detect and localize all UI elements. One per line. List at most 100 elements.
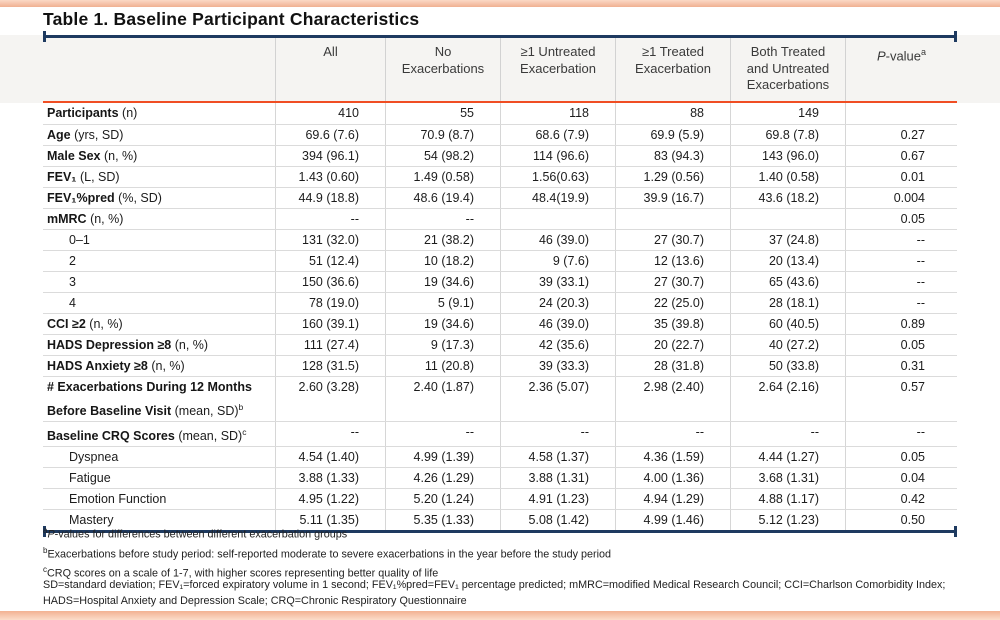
top-accent-band [0, 0, 1000, 7]
cell: 20 (13.4) [730, 250, 845, 271]
row-label: Emotion Function [69, 491, 167, 506]
column-header-untreated-exacerbation: ≥1 Untreated Exacerbation [500, 38, 615, 101]
cell: 3.88 (1.33) [275, 467, 385, 488]
cell: 0.89 [845, 313, 957, 334]
footnote-b: bExacerbations before study period: self… [43, 543, 611, 563]
cell: 1.56(0.63) [500, 166, 615, 187]
cell: 70.9 (8.7) [385, 124, 500, 145]
row-label: HADS Anxiety ≥8 (n, %) [47, 358, 185, 373]
cell [615, 208, 730, 229]
cell: 4.99 (1.39) [385, 446, 500, 467]
cell: -- [615, 421, 730, 446]
cell: 10 (18.2) [385, 250, 500, 271]
top-rule [43, 31, 957, 42]
cell: 4.54 (1.40) [275, 446, 385, 467]
cell: 39.9 (16.7) [615, 187, 730, 208]
cell: 48.4(19.9) [500, 187, 615, 208]
cell: 160 (39.1) [275, 313, 385, 334]
table-row: 2 51 (12.4) 10 (18.2) 9 (7.6) 12 (13.6) 20 (1… [43, 249, 957, 271]
row-label: Participants (n) [47, 106, 138, 120]
table-header-row: All No Exacerbations ≥1 Untreated Exacerbati… [43, 38, 957, 101]
cell: 1.49 (0.58) [385, 166, 500, 187]
cell: 37 (24.8) [730, 229, 845, 250]
cell [845, 103, 957, 124]
column-header-p-value: P-valuea [845, 38, 957, 101]
cell: 78 (19.0) [275, 292, 385, 313]
cell: 54 (98.2) [385, 145, 500, 166]
cell: 0.004 [845, 187, 957, 208]
cell: 3.88 (1.31) [500, 467, 615, 488]
cell: 69.8 (7.8) [730, 124, 845, 145]
table-row: Mastery 5.11 (1.35) 5.35 (1.33) 5.08 (1.42)… [43, 508, 957, 530]
footnote-c: cCRQ scores on a scale of 1-7, with high… [43, 562, 611, 582]
cell: 5.11 (1.35) [275, 509, 385, 530]
row-label: Dyspnea [69, 449, 119, 464]
cell: 4.58 (1.37) [500, 446, 615, 467]
cell: 83 (94.3) [615, 145, 730, 166]
cell: 2.64 (2.16) [730, 376, 845, 421]
cell: 410 [275, 103, 385, 124]
cell: 27 (30.7) [615, 271, 730, 292]
table-row: Participants (n) 410 55 118 88 149 [43, 103, 957, 124]
cell: -- [275, 208, 385, 229]
table-row: # Exacerbations During 12 Months Before B… [43, 375, 957, 421]
cell: 43.6 (18.2) [730, 187, 845, 208]
cell: 131 (32.0) [275, 229, 385, 250]
cell: 50 (33.8) [730, 355, 845, 376]
row-label: mMRC (n, %) [47, 211, 124, 226]
table-row: HADS Anxiety ≥8 (n, %) 128 (31.5) 11 (20.8… [43, 354, 957, 376]
table-row: Dyspnea 4.54 (1.40) 4.99 (1.39) 4.58 (1.37)… [43, 445, 957, 467]
table-body: Participants (n) 410 55 118 88 149 Age (yrs, S… [43, 103, 957, 530]
table-row: 4 78 (19.0) 5 (9.1) 24 (20.3) 22 (25.0) 28 (1… [43, 291, 957, 313]
table-row: Fatigue 3.88 (1.33) 4.26 (1.29) 3.88 (1.31)… [43, 466, 957, 488]
cell: 68.6 (7.9) [500, 124, 615, 145]
footnote-text: Exacerbations before study period: self-… [47, 548, 612, 561]
cell: 60 (40.5) [730, 313, 845, 334]
cell: 1.40 (0.58) [730, 166, 845, 187]
cell: 5.08 (1.42) [500, 509, 615, 530]
cell: 55 [385, 103, 500, 124]
cell: 0.04 [845, 467, 957, 488]
table-title: Table 1. Baseline Participant Characteri… [43, 9, 420, 29]
cell: 0.05 [845, 334, 957, 355]
cell: -- [275, 421, 385, 446]
cell: -- [845, 271, 957, 292]
cell: -- [845, 421, 957, 446]
footnotes: aP-values for differences between differ… [43, 523, 611, 582]
cell: 1.29 (0.56) [615, 166, 730, 187]
cell: 65 (43.6) [730, 271, 845, 292]
header-separator-rule [43, 101, 957, 103]
footnote-marker: b [43, 545, 48, 555]
row-label: Mastery [69, 512, 114, 527]
cell: 51 (12.4) [275, 250, 385, 271]
footnote-marker: a [43, 526, 48, 535]
row-label: 0–1 [69, 232, 90, 247]
cell: 114 (96.6) [500, 145, 615, 166]
cell: 0.27 [845, 124, 957, 145]
cell: 42 (35.6) [500, 334, 615, 355]
cell: 27 (30.7) [615, 229, 730, 250]
row-label: CCI ≥2 (n, %) [47, 316, 123, 331]
footnote-text: -values for differences between differen… [54, 528, 348, 541]
cell: 46 (39.0) [500, 229, 615, 250]
table-row: 0–1 131 (32.0) 21 (38.2) 46 (39.0) 27 (30.7)… [43, 228, 957, 250]
cell: 5.20 (1.24) [385, 488, 500, 509]
cell: 9 (17.3) [385, 334, 500, 355]
cell: 21 (38.2) [385, 229, 500, 250]
table-row: FEV₁ (L, SD) 1.43 (0.60) 1.49 (0.58) 1.56(0… [43, 165, 957, 187]
cell: 19 (34.6) [385, 313, 500, 334]
row-label: 2 [69, 253, 76, 268]
cell: 128 (31.5) [275, 355, 385, 376]
cell [730, 208, 845, 229]
cell: 118 [500, 103, 615, 124]
cell: 0.42 [845, 488, 957, 509]
cell: 1.43 (0.60) [275, 166, 385, 187]
table-row: Emotion Function 4.95 (1.22) 5.20 (1.24) 4.… [43, 487, 957, 509]
cell: 39 (33.3) [500, 355, 615, 376]
cell: 12 (13.6) [615, 250, 730, 271]
cell: 3.68 (1.31) [730, 467, 845, 488]
cell: 19 (34.6) [385, 271, 500, 292]
footnote-marker: c [43, 565, 47, 575]
column-header-no-exacerbations: No Exacerbations [385, 38, 500, 101]
row-label: Male Sex (n, %) [47, 148, 138, 163]
